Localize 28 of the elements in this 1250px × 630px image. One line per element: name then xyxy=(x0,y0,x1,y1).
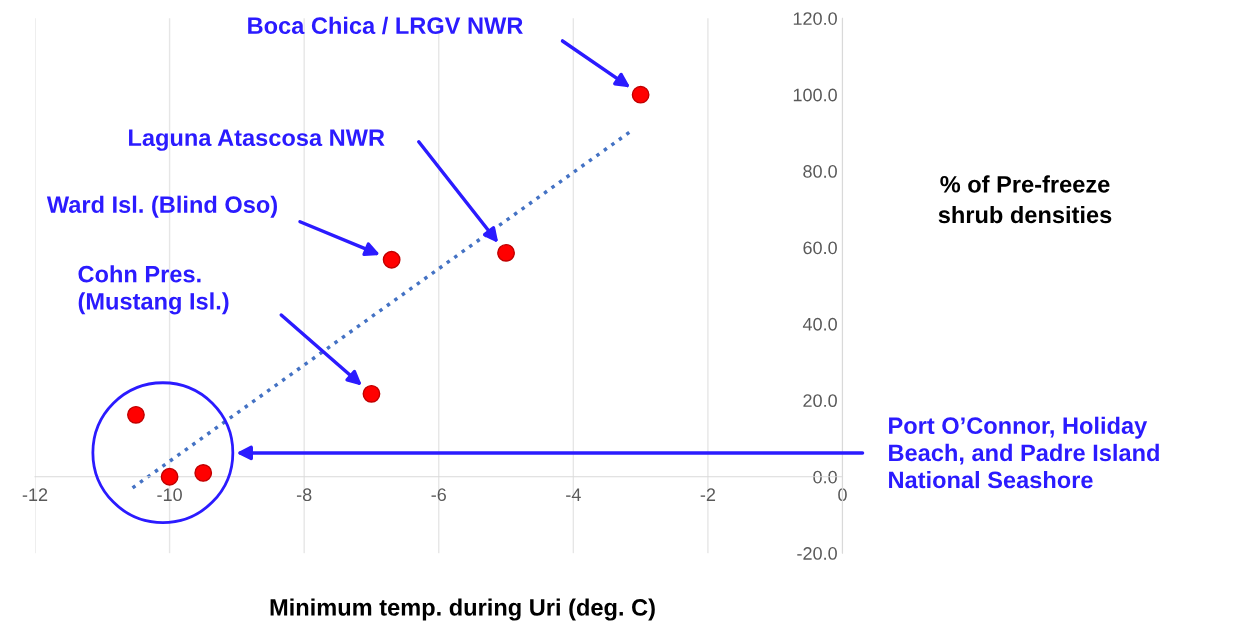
text: Port O’Connor, Holiday Beach, and Padre Island National Seashore xyxy=(889,416,1159,489)
x-tick-label: -4 xyxy=(566,488,581,501)
point xyxy=(362,384,381,403)
y-axis-title: % of Pre-freeze shrub densities xyxy=(938,175,1112,224)
y-tick-label: 120.0 xyxy=(793,12,837,25)
annotation: Cohn Pres. (Mustang Isl.) xyxy=(78,265,229,315)
y-tick-label: 20.0 xyxy=(803,394,837,408)
point xyxy=(382,250,401,269)
annotation: Ward Isl. (Blind Oso) xyxy=(46,195,277,218)
point xyxy=(497,243,515,262)
x-tick-label: -8 xyxy=(296,488,312,502)
point xyxy=(631,85,650,104)
x-axis-title: Minimum temp. during Uri (deg. C) xyxy=(270,598,655,621)
y-tick-label: 60.0 xyxy=(803,241,837,255)
y-tick-label: 0.0 xyxy=(813,470,837,484)
x-tick-label: -6 xyxy=(431,488,446,502)
y-tick-label: 80.0 xyxy=(803,165,837,178)
x-tick-label: -10 xyxy=(157,488,182,502)
annotation: Laguna Atascosa NWR xyxy=(129,129,385,151)
y-tick-label: 100.0 xyxy=(793,88,837,102)
y-tick-label: -20.0 xyxy=(797,547,837,560)
annotation: Boca Chica / LRGV NWR xyxy=(248,16,523,35)
y-tick-label: 40.0 xyxy=(802,317,837,331)
x-tick-label: -12 xyxy=(22,488,48,501)
point xyxy=(160,467,179,486)
point xyxy=(127,405,145,424)
point xyxy=(194,463,213,482)
x-tick-label: -2 xyxy=(700,488,716,501)
